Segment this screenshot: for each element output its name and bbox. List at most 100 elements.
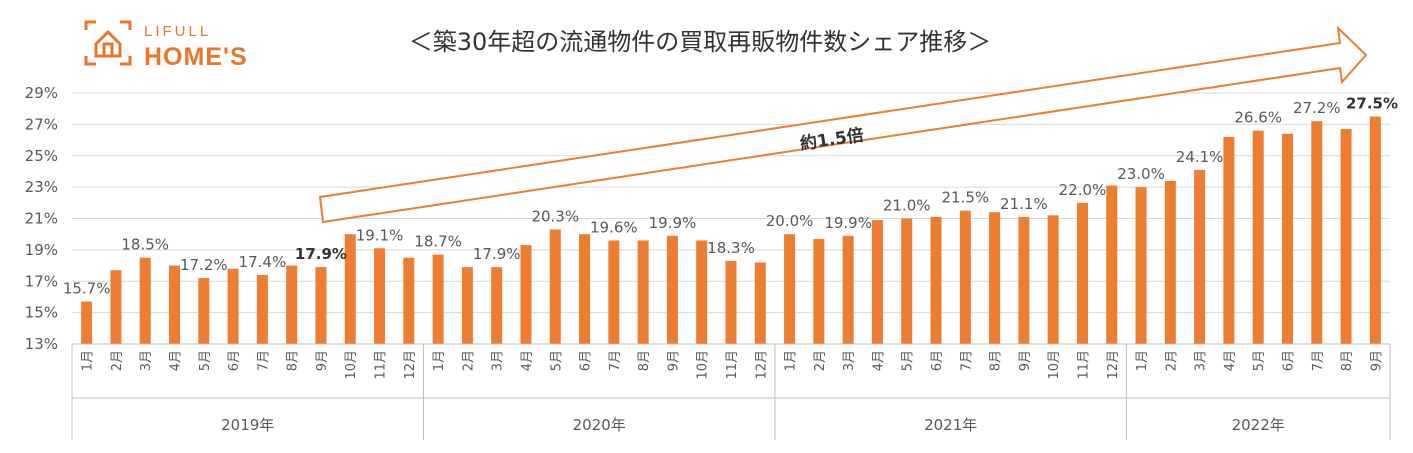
bar bbox=[901, 218, 913, 344]
data-label: 19.9% bbox=[649, 214, 697, 232]
bar bbox=[1369, 116, 1381, 344]
bar bbox=[81, 301, 93, 344]
month-label: 9月 bbox=[666, 350, 681, 371]
month-label: 3月 bbox=[842, 350, 857, 371]
bar bbox=[637, 240, 649, 344]
bar bbox=[432, 254, 444, 344]
bar bbox=[520, 245, 532, 344]
month-label: 10月 bbox=[696, 350, 711, 380]
data-label: 22.0% bbox=[1059, 181, 1107, 199]
data-label: 20.0% bbox=[766, 212, 814, 230]
month-label: 6月 bbox=[227, 350, 242, 371]
month-label: 5月 bbox=[901, 350, 916, 371]
bar bbox=[110, 270, 122, 344]
bar bbox=[754, 262, 766, 344]
data-labels: 15.7% 18.5% 17.2% 17.4% 17.9% 19.1% 18.7% 17.9%… bbox=[63, 95, 1398, 298]
data-label: 17.9% bbox=[473, 245, 521, 263]
bar bbox=[139, 257, 151, 344]
month-label: 12月 bbox=[1106, 350, 1121, 380]
month-label: 2月 bbox=[1164, 350, 1179, 371]
month-label: 8月 bbox=[989, 350, 1004, 371]
bar bbox=[1106, 185, 1118, 344]
bar bbox=[1340, 129, 1352, 344]
data-label: 27.2% bbox=[1293, 99, 1341, 117]
bar bbox=[725, 260, 737, 344]
month-label: 4月 bbox=[520, 350, 535, 371]
bar bbox=[256, 274, 268, 344]
bars bbox=[81, 116, 1381, 344]
y-tick-label: 17% bbox=[25, 272, 58, 290]
year-label: 2020年 bbox=[573, 416, 626, 434]
trend-arrow-shape bbox=[318, 25, 1368, 224]
bar bbox=[1018, 216, 1030, 344]
bar bbox=[1135, 187, 1147, 344]
bar bbox=[1194, 169, 1206, 344]
data-label: 18.3% bbox=[707, 239, 755, 257]
y-tick-label: 15% bbox=[25, 304, 58, 322]
bar bbox=[374, 248, 386, 344]
bar bbox=[315, 267, 327, 344]
month-label: 3月 bbox=[491, 350, 506, 371]
bar bbox=[813, 238, 825, 344]
month-label: 4月 bbox=[169, 350, 184, 371]
bar bbox=[930, 216, 942, 344]
month-label: 9月 bbox=[1018, 350, 1033, 371]
bar bbox=[227, 268, 239, 344]
data-label: 26.6% bbox=[1234, 109, 1282, 127]
month-label: 12月 bbox=[754, 350, 769, 380]
month-label: 11月 bbox=[1076, 350, 1091, 380]
x-axis: 1月 2月 3月 4月 5月 6月 7月 8月 9月 10月 11月 12月 1月 2月 3月 4月 5月 6月 7… bbox=[71, 343, 1391, 440]
data-label: 20.3% bbox=[531, 207, 579, 225]
data-label: 19.6% bbox=[590, 218, 638, 236]
month-label: 12月 bbox=[403, 350, 418, 380]
bar bbox=[579, 234, 591, 344]
y-tick-label: 21% bbox=[25, 210, 58, 228]
data-label: 23.0% bbox=[1117, 165, 1165, 183]
month-label: 4月 bbox=[1223, 350, 1238, 371]
bar bbox=[461, 267, 473, 344]
trend-arrow: 約1.5倍 bbox=[318, 25, 1368, 224]
house-icon bbox=[84, 20, 132, 66]
data-label: 27.5% bbox=[1346, 95, 1398, 113]
month-label: 1月 bbox=[784, 350, 799, 371]
data-label: 15.7% bbox=[63, 280, 111, 298]
year-label: 2022年 bbox=[1232, 416, 1285, 434]
y-tick-label: 25% bbox=[25, 147, 58, 165]
month-label: 1月 bbox=[432, 350, 447, 371]
bar bbox=[608, 240, 620, 344]
month-label: 1月 bbox=[1135, 350, 1150, 371]
month-label: 9月 bbox=[315, 350, 330, 371]
month-label: 7月 bbox=[959, 350, 974, 371]
month-label: 8月 bbox=[286, 350, 301, 371]
chart-title: ＜築30年超の流通物件の買取再販物件数シェア推移＞ bbox=[409, 28, 992, 56]
data-label: 17.9% bbox=[295, 245, 347, 263]
month-label: 4月 bbox=[871, 350, 886, 371]
month-label: 5月 bbox=[549, 350, 564, 371]
bar bbox=[871, 220, 883, 344]
data-label: 18.7% bbox=[414, 233, 462, 251]
month-label: 7月 bbox=[1311, 350, 1326, 371]
month-label: 3月 bbox=[1194, 350, 1209, 371]
month-label: 5月 bbox=[198, 350, 213, 371]
bar bbox=[549, 229, 561, 344]
month-label: 1月 bbox=[81, 350, 96, 371]
bar bbox=[784, 234, 796, 344]
bar bbox=[1047, 215, 1059, 344]
bar bbox=[1252, 130, 1264, 344]
data-label: 24.1% bbox=[1176, 148, 1224, 166]
logo-top-text: LIFULL bbox=[144, 23, 211, 40]
month-label: 6月 bbox=[1281, 350, 1296, 371]
month-label: 5月 bbox=[1252, 350, 1267, 371]
bar bbox=[1281, 133, 1293, 344]
y-tick-label: 27% bbox=[25, 115, 58, 133]
month-label: 7月 bbox=[608, 350, 623, 371]
month-label: 8月 bbox=[1340, 350, 1355, 371]
bar bbox=[959, 210, 971, 344]
y-tick-label: 13% bbox=[25, 335, 58, 353]
y-tick-label: 29% bbox=[25, 84, 58, 102]
data-label: 21.1% bbox=[1000, 195, 1048, 213]
month-label: 10月 bbox=[344, 350, 359, 380]
bar bbox=[344, 234, 356, 344]
data-label: 21.5% bbox=[941, 189, 989, 207]
